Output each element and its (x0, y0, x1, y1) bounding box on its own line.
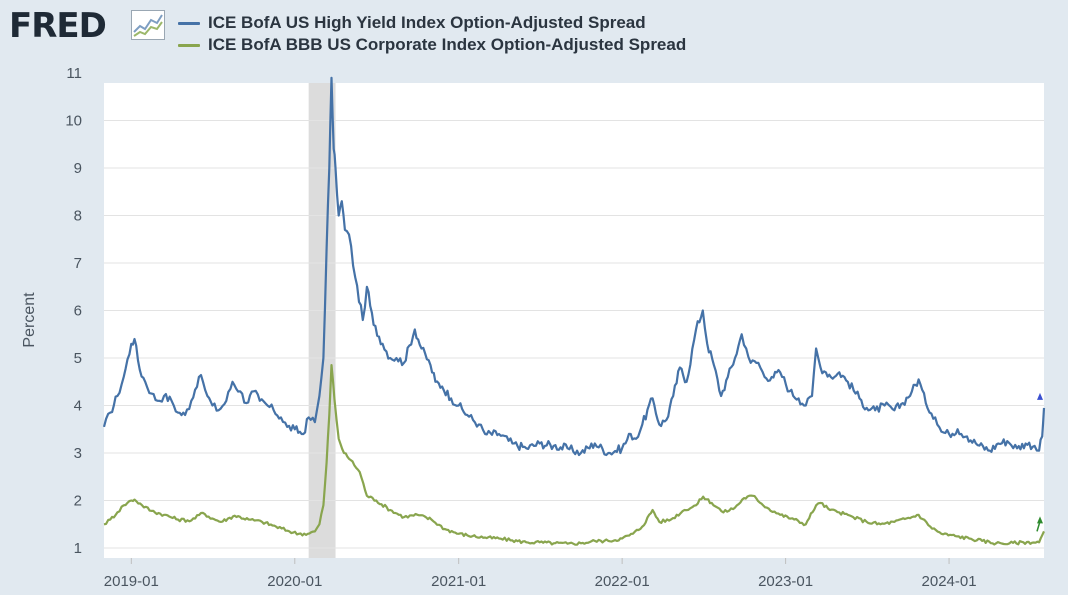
fred-logo[interactable]: FRED (9, 6, 107, 46)
series-group (102, 76, 1046, 546)
y-axis-label: Percent (21, 292, 38, 348)
header: FRED ICE BofA US High Yield Index Option… (0, 0, 1068, 64)
legend-label-high-yield: ICE BofA US High Yield Index Option-Adju… (208, 13, 646, 32)
x-tick-labels: 2019-01 2020-01 2021-01 2022-01 2023-01 2024-… (104, 573, 977, 590)
y-tick-label: 2 (74, 493, 82, 510)
y-tick-label: 8 (74, 208, 82, 225)
y-tick-label: 10 (65, 113, 82, 130)
y-tick-label: 1 (74, 540, 82, 557)
legend: ICE BofA US High Yield Index Option-Adju… (178, 12, 686, 56)
y-tick-label: 7 (74, 255, 82, 272)
series-end-arrow-stem-1 (1036, 521, 1041, 532)
series-line-1 (103, 364, 1045, 546)
x-tick-label: 2024-01 (922, 573, 977, 590)
recession-shading (308, 83, 336, 558)
y-tick-label: 9 (74, 160, 82, 177)
gridlines (104, 120, 1044, 549)
x-tick-label: 2023-01 (758, 573, 813, 590)
y-tick-label: 6 (74, 303, 82, 320)
y-tick-label: 3 (74, 445, 82, 462)
fred-graph-icon (131, 10, 165, 40)
legend-item-bbb[interactable]: ICE BofA BBB US Corporate Index Option-A… (178, 34, 686, 56)
x-tick-label: 2020-01 (267, 573, 322, 590)
series-end-arrow-1 (1037, 516, 1043, 524)
legend-swatch-bbb (178, 43, 200, 47)
legend-swatch-high-yield (178, 21, 200, 25)
x-tick-label: 2019-01 (104, 573, 159, 590)
legend-label-bbb: ICE BofA BBB US Corporate Index Option-A… (208, 35, 687, 54)
x-tick-marks (130, 558, 950, 564)
plot-area (104, 83, 1044, 558)
y-tick-label: 11 (66, 65, 82, 82)
x-tick-label: 2022-01 (595, 573, 650, 590)
y-tick-label: 4 (74, 398, 82, 415)
x-tick-label: 2021-01 (431, 573, 486, 590)
series-end-arrow-0 (1037, 392, 1043, 400)
series-line-0 (102, 76, 1046, 457)
legend-item-high-yield[interactable]: ICE BofA US High Yield Index Option-Adju… (178, 12, 686, 34)
y-tick-label: 5 (74, 350, 82, 367)
y-tick-labels: 1 2 3 4 5 6 7 8 9 10 11 (65, 65, 82, 557)
